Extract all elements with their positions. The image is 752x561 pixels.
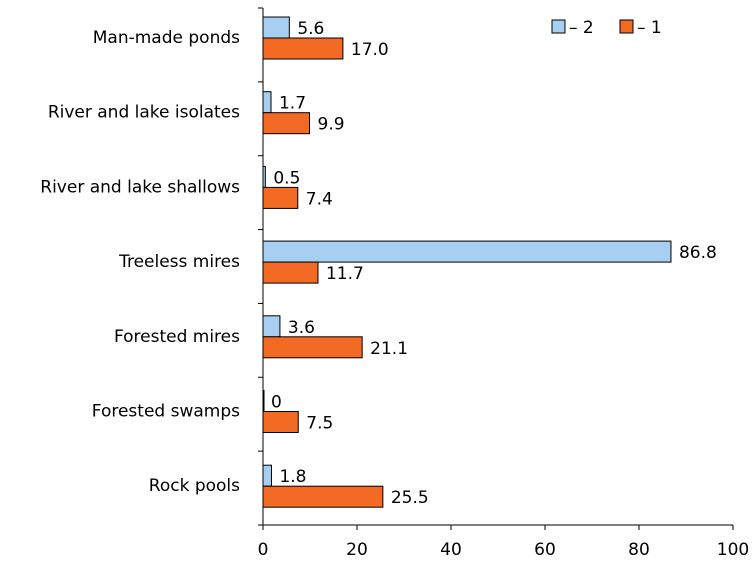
bar	[262, 91, 272, 114]
data-label: 21.1	[370, 339, 408, 359]
bar	[262, 464, 272, 487]
category-label: Treeless mires	[118, 252, 240, 272]
data-label: 25.5	[391, 488, 429, 508]
x-tick-label: 0	[258, 540, 269, 560]
legend-label: – 1	[637, 18, 662, 38]
bar	[262, 411, 299, 433]
bar	[262, 186, 299, 209]
data-label: 9.9	[318, 115, 345, 135]
data-label: 11.7	[326, 264, 364, 284]
data-label: 7.4	[306, 189, 333, 209]
labels-layer: Man-made ponds 5.6 17.0 River and lake isol…	[40, 7, 717, 526]
x-tick-label: 40	[440, 540, 462, 560]
data-label: 1.7	[279, 94, 306, 114]
bar	[262, 16, 290, 39]
x-tick-label: 60	[534, 540, 556, 560]
bar	[262, 485, 384, 508]
x-ticks-layer: 0 20 40 60 80 100	[258, 525, 749, 560]
bar	[262, 37, 344, 60]
legend-swatch	[551, 19, 566, 34]
legend-label: – 2	[569, 18, 594, 38]
data-label: 7.5	[306, 414, 333, 434]
category-label: Man-made ponds	[93, 28, 240, 48]
category-label: River and lake shallows	[40, 177, 240, 197]
bar	[262, 240, 672, 263]
category-label: Rock pools	[149, 476, 240, 496]
legend-swatch	[619, 19, 634, 34]
legend: – 2 – 1	[551, 18, 662, 38]
data-label: 0.5	[273, 168, 300, 188]
data-label: 0	[271, 393, 282, 413]
bar	[262, 315, 281, 338]
bars-layer	[262, 16, 672, 508]
data-label: 1.8	[279, 467, 306, 487]
data-label: 86.8	[679, 243, 717, 263]
bar	[262, 336, 363, 359]
data-label: 5.6	[297, 19, 324, 39]
data-label: 3.6	[288, 318, 315, 338]
bar	[262, 112, 311, 135]
x-tick-label: 80	[628, 540, 650, 560]
data-label: 17.0	[351, 40, 389, 60]
category-label: Forested mires	[114, 327, 240, 347]
x-tick-label: 20	[346, 540, 368, 560]
category-label: River and lake isolates	[48, 103, 240, 123]
x-tick-label: 100	[717, 540, 749, 560]
category-label: Forested swamps	[92, 402, 240, 422]
bar	[262, 261, 319, 284]
